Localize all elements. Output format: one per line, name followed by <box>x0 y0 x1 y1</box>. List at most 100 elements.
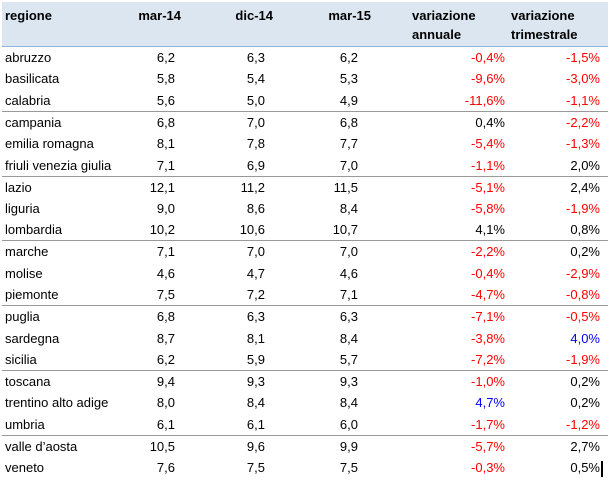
cell-regione[interactable]: liguria <box>5 200 40 216</box>
cell-regione[interactable]: lazio <box>2 175 130 198</box>
cell-regione[interactable]: sicilia <box>5 351 37 367</box>
cell-variazione-trimestrale[interactable]: -1,3% <box>566 136 600 152</box>
cell-mar-15[interactable]: 6,3 <box>285 305 378 328</box>
cell-mar-15[interactable]: 6,8 <box>285 110 378 133</box>
cell-regione[interactable]: trentino alto adige <box>5 395 109 411</box>
cell-variazione-annuale[interactable]: -9,6% <box>471 71 505 87</box>
cell-variazione-annuale[interactable]: -7,1% <box>378 305 508 328</box>
cell-mar-15[interactable]: 4,9 <box>339 92 358 108</box>
cell-dic-14[interactable]: 7,0 <box>192 240 285 263</box>
cell-variazione-trimestrale[interactable]: 2,7% <box>508 434 608 457</box>
cell-dic-14[interactable]: 6,9 <box>246 157 265 173</box>
cell-mar-14[interactable]: 8,7 <box>156 330 175 346</box>
cell-variazione-trimestrale[interactable]: -1,9% <box>566 351 600 367</box>
cell-dic-14[interactable]: 7,2 <box>246 287 265 303</box>
cell-variazione-annuale[interactable]: 0,4% <box>378 110 508 133</box>
cell-dic-14[interactable]: 8,6 <box>246 200 265 216</box>
column-header-regione[interactable]: regione <box>2 2 130 47</box>
cell-variazione-trimestrale[interactable]: 2,4% <box>508 175 608 198</box>
cell-variazione-annuale[interactable]: -0,3% <box>471 460 505 476</box>
cell-mar-15[interactable]: 5,3 <box>339 71 358 87</box>
cell-regione[interactable]: veneto <box>5 460 45 476</box>
cell-regione[interactable]: basilicata <box>5 71 60 87</box>
cell-dic-14[interactable]: 8,4 <box>246 395 265 411</box>
cell-mar-14[interactable]: 6,8 <box>130 305 192 328</box>
cell-variazione-trimestrale[interactable]: 0,2% <box>508 240 608 263</box>
cell-mar-15[interactable]: 5,7 <box>339 351 358 367</box>
cell-variazione-trimestrale[interactable]: -2,9% <box>566 265 600 281</box>
cell-mar-15[interactable]: 7,0 <box>339 157 358 173</box>
cell-regione[interactable]: puglia <box>2 305 130 328</box>
cell-dic-14[interactable]: 6,3 <box>192 305 285 328</box>
column-header-dic-14[interactable]: dic-14 <box>192 2 285 47</box>
cell-variazione-annuale[interactable]: -0,4% <box>471 50 505 66</box>
cell-dic-14[interactable]: 9,6 <box>192 434 285 457</box>
cell-regione[interactable]: calabria <box>5 92 51 108</box>
cell-mar-14[interactable]: 6,2 <box>156 351 175 367</box>
cell-variazione-annuale[interactable]: -7,2% <box>471 351 505 367</box>
cell-regione[interactable]: toscana <box>2 369 130 392</box>
cell-mar-14[interactable]: 9,4 <box>130 369 192 392</box>
cell-variazione-trimestrale[interactable]: 2,0% <box>570 157 600 173</box>
cell-dic-14[interactable]: 8,1 <box>246 330 265 346</box>
column-header-mar-15[interactable]: mar-15 <box>285 2 378 47</box>
cell-variazione-trimestrale[interactable]: 0,2% <box>570 395 600 411</box>
cell-variazione-trimestrale[interactable]: 0,8% <box>570 222 600 238</box>
cell-mar-15[interactable]: 4,6 <box>339 265 358 281</box>
cell-dic-14[interactable]: 6,3 <box>246 50 265 66</box>
cell-variazione-annuale[interactable]: -1,1% <box>471 157 505 173</box>
cell-variazione-annuale[interactable]: -5,4% <box>471 136 505 152</box>
cell-dic-14[interactable]: 11,2 <box>192 175 285 198</box>
cell-regione[interactable]: sardegna <box>5 330 60 346</box>
cell-variazione-trimestrale[interactable]: 4,0% <box>570 330 600 346</box>
cell-mar-14[interactable]: 5,8 <box>156 71 175 87</box>
cell-mar-15[interactable]: 6,2 <box>339 50 358 66</box>
cell-regione[interactable]: abruzzo <box>5 50 52 66</box>
cell-mar-15[interactable]: 9,9 <box>285 434 378 457</box>
cell-dic-14[interactable]: 7,0 <box>192 110 285 133</box>
cell-variazione-annuale[interactable]: -5,8% <box>471 200 505 216</box>
cell-variazione-trimestrale[interactable]: -0,5% <box>508 305 608 328</box>
cell-dic-14[interactable]: 5,9 <box>246 351 265 367</box>
cell-regione[interactable]: friuli venezia giulia <box>5 157 112 173</box>
cell-variazione-annuale[interactable]: -3,8% <box>471 330 505 346</box>
cell-dic-14[interactable]: 9,3 <box>192 369 285 392</box>
cell-dic-14[interactable]: 6,1 <box>246 416 265 432</box>
cell-regione[interactable]: marche <box>2 240 130 263</box>
column-header-variazione-annuale[interactable]: variazione annuale <box>378 2 508 47</box>
cell-mar-15[interactable]: 8,4 <box>339 330 358 346</box>
cell-mar-15[interactable]: 8,4 <box>339 200 358 216</box>
cell-mar-14[interactable]: 8,0 <box>156 395 175 411</box>
cell-variazione-annuale[interactable]: -5,7% <box>378 434 508 457</box>
cell-mar-14[interactable]: 6,2 <box>156 50 175 66</box>
cell-mar-15[interactable]: 7,7 <box>339 136 358 152</box>
cell-variazione-annuale[interactable]: -4,7% <box>471 287 505 303</box>
cell-mar-15[interactable]: 7,5 <box>339 460 358 476</box>
cell-mar-15[interactable]: 7,1 <box>339 287 358 303</box>
cell-mar-14[interactable]: 7,5 <box>156 287 175 303</box>
cell-mar-15[interactable]: 10,7 <box>332 222 358 238</box>
cell-variazione-annuale[interactable]: -11,6% <box>464 92 505 108</box>
cell-regione[interactable]: molise <box>5 265 43 281</box>
cell-mar-14[interactable]: 7,1 <box>130 240 192 263</box>
cell-variazione-annuale[interactable]: -2,2% <box>378 240 508 263</box>
cell-dic-14[interactable]: 5,0 <box>246 92 265 108</box>
cell-variazione-trimestrale[interactable]: -0,8% <box>566 287 600 303</box>
cell-regione[interactable]: valle d’aosta <box>2 434 130 457</box>
cell-variazione-trimestrale[interactable]: -3,0% <box>566 71 600 87</box>
cell-variazione-annuale[interactable]: -1,0% <box>378 369 508 392</box>
cell-mar-14[interactable]: 7,1 <box>156 157 175 173</box>
cell-dic-14[interactable]: 5,4 <box>246 71 265 87</box>
cell-mar-14[interactable]: 7,6 <box>156 460 175 476</box>
cell-mar-15[interactable]: 7,0 <box>285 240 378 263</box>
cell-regione[interactable]: campania <box>2 110 130 133</box>
cell-mar-15[interactable]: 9,3 <box>285 369 378 392</box>
cell-variazione-trimestrale[interactable]: 0,2% <box>508 369 608 392</box>
cell-variazione-trimestrale[interactable]: 0,5% <box>570 460 600 476</box>
cell-variazione-trimestrale[interactable]: -1,2% <box>566 416 600 432</box>
cell-mar-15[interactable]: 11,5 <box>285 175 378 198</box>
cell-mar-15[interactable]: 8,4 <box>339 395 358 411</box>
column-header-mar-14[interactable]: mar-14 <box>130 2 192 47</box>
cell-variazione-annuale[interactable]: 4,1% <box>475 222 505 238</box>
cell-mar-14[interactable]: 6,8 <box>130 110 192 133</box>
